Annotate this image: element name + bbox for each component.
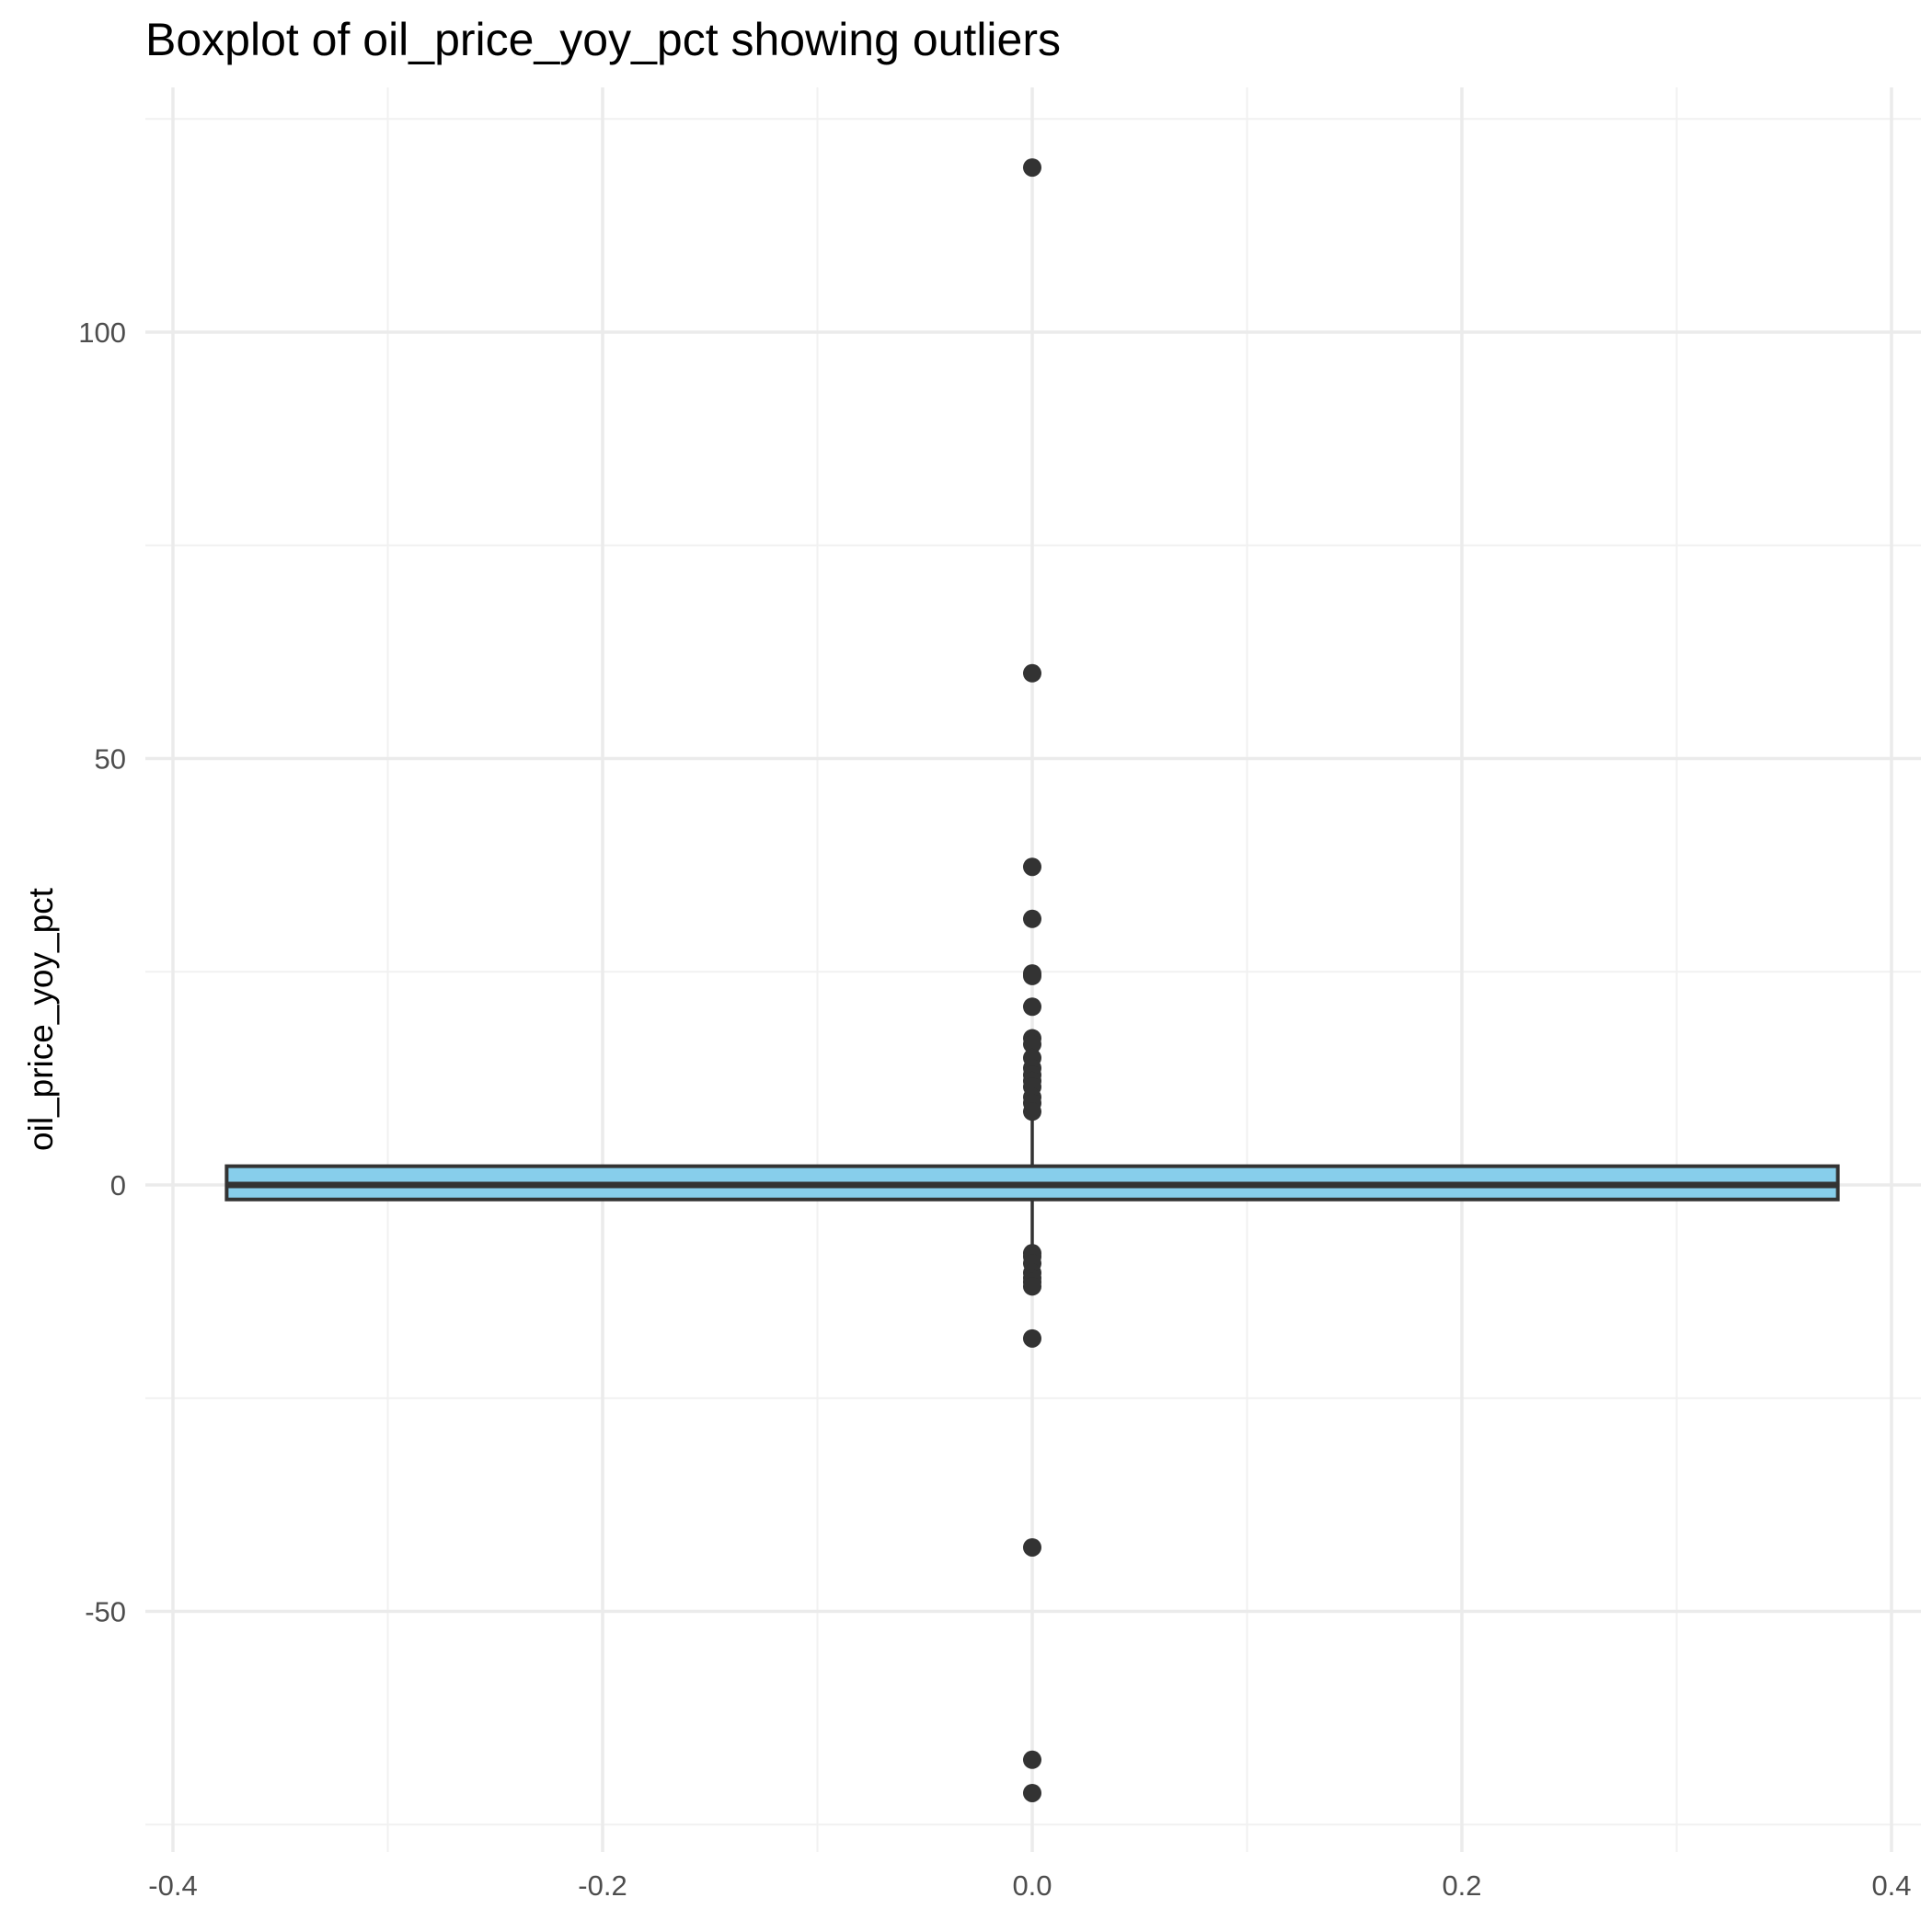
plot-marks (224, 158, 1840, 1802)
x-tick-label: 0.4 (1871, 1869, 1911, 1902)
outlier-point (1023, 909, 1041, 928)
outlier-point (1023, 1783, 1041, 1802)
outlier-point (1023, 663, 1041, 683)
x-tick-label: -0.2 (578, 1869, 627, 1902)
y-tick-label: -50 (85, 1596, 126, 1628)
x-tick-label: -0.4 (148, 1869, 197, 1902)
outlier-point (1023, 1537, 1041, 1557)
outlier-point (1023, 1750, 1041, 1769)
outlier-point (1023, 158, 1041, 178)
y-tick-labels: -50 0 50 100 (78, 316, 126, 1628)
x-tick-label: 0.2 (1442, 1869, 1481, 1902)
y-tick-label: 0 (110, 1169, 126, 1202)
chart-title: Boxplot of oil_price_yoy_pct showing out… (145, 14, 1061, 65)
outlier-point (1023, 1277, 1041, 1296)
outlier-point (1023, 1328, 1041, 1348)
x-tick-labels: -0.4 -0.2 0.0 0.2 0.4 (148, 1869, 1911, 1902)
outlier-point (1023, 1035, 1041, 1054)
y-axis-label: oil_price_yoy_pct (22, 887, 60, 1151)
x-tick-label: 0.0 (1012, 1869, 1052, 1902)
outlier-point (1023, 997, 1041, 1017)
grid-major-lines (145, 87, 1921, 1852)
y-tick-label: 100 (78, 316, 126, 349)
outlier-point (1023, 857, 1041, 877)
outlier-point (1023, 966, 1041, 985)
outlier-point (1023, 1102, 1041, 1121)
y-tick-label: 50 (95, 743, 126, 776)
